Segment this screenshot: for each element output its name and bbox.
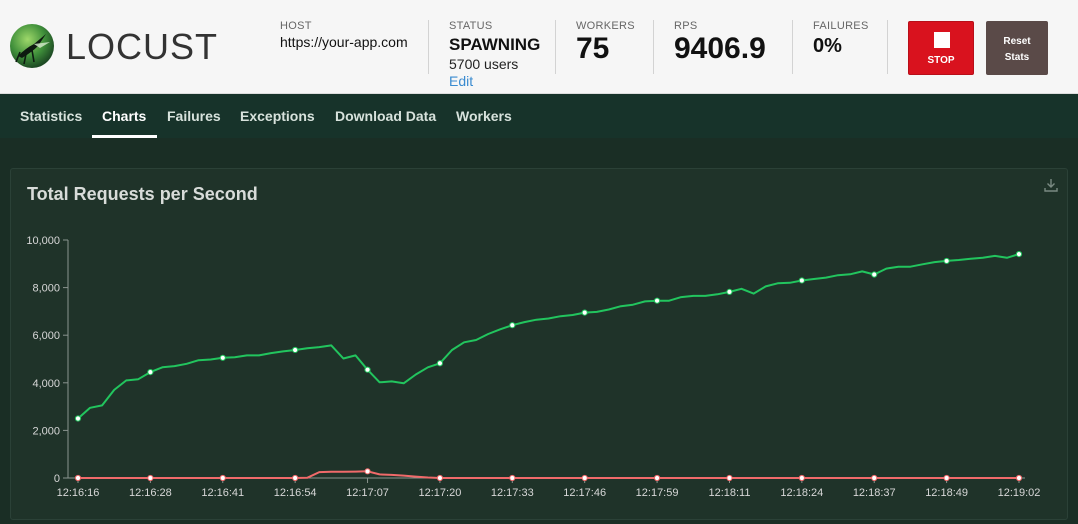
reset-label-line2: Stats: [1004, 52, 1030, 63]
header: LOCUST HOST https://your-app.com STATUS …: [0, 0, 1078, 94]
rps-data-point: [581, 309, 588, 316]
failures-data-point: [871, 474, 878, 482]
locust-logo-icon: [10, 24, 54, 68]
status-label: STATUS: [449, 20, 493, 32]
failures-data-point: [147, 474, 154, 482]
rps-label: RPS: [674, 20, 698, 32]
reset-label-line1: Reset: [1003, 36, 1031, 47]
nav-bar: Statistics Charts Failures Exceptions Do…: [0, 94, 1078, 138]
rps-data-point: [147, 368, 154, 376]
host-label: HOST: [280, 20, 312, 32]
status-stat: STATUS SPAWNING 5700 users Edit: [449, 20, 540, 89]
y-tick-label: 2,000: [32, 425, 60, 437]
y-tick-label: 0: [54, 473, 60, 485]
failures-data-point: [726, 474, 733, 482]
failures-data-point: [436, 474, 444, 482]
rps-data-point: [1015, 251, 1023, 258]
failures-data-point: [943, 474, 950, 482]
failures-data-point: [219, 474, 226, 482]
users-count: 5700 users: [449, 56, 519, 72]
rps-data-point: [74, 415, 82, 422]
stop-icon: [934, 32, 950, 48]
failures-data-point: [74, 474, 82, 482]
failures-data-point: [292, 474, 299, 482]
y-tick-label: 10,000: [26, 235, 60, 247]
failures-data-point: [653, 474, 661, 482]
x-tick-label: 12:17:59: [636, 487, 679, 499]
rps-data-point: [653, 297, 661, 304]
rps-data-point: [943, 257, 950, 265]
failures-data-point: [798, 474, 805, 482]
download-icon[interactable]: [1043, 177, 1059, 193]
host-value: https://your-app.com: [280, 34, 408, 50]
tab-charts[interactable]: Charts: [91, 94, 158, 138]
tab-statistics[interactable]: Statistics: [20, 108, 83, 124]
rps-chart: 0 2,000 4,000 6,000 8,000 10,000 12:16:16 12:16…: [26, 235, 1041, 499]
x-tick-label: 12:19:02: [998, 487, 1041, 499]
rps-series-line: [77, 253, 1020, 420]
rps-data-point: [219, 354, 226, 361]
app-name: LOCUST: [66, 26, 219, 67]
rps-data-point: [509, 322, 516, 329]
rps-data-point: [871, 271, 878, 278]
stop-label: STOP: [927, 55, 955, 66]
chart-panel: Total Requests per Second 0 2,000 4,000 6,0…: [10, 168, 1068, 520]
divider: [792, 20, 793, 74]
x-tick-label: 12:16:16: [57, 487, 100, 499]
x-tick-label: 12:16:41: [201, 487, 244, 499]
rps-data-point: [364, 366, 371, 373]
x-tick-label: 12:18:49: [925, 487, 968, 499]
chart-title: Total Requests per Second: [27, 184, 258, 204]
status-value: SPAWNING: [449, 35, 541, 54]
failures-value: 0%: [813, 35, 842, 57]
failures-data-point: [509, 474, 516, 482]
failures-stat: FAILURES 0%: [813, 20, 869, 58]
rps-data-point: [726, 288, 733, 295]
x-tick-label: 12:17:20: [419, 487, 462, 499]
host-stat: HOST https://your-app.com: [280, 20, 408, 50]
x-tick-label: 12:17:33: [491, 487, 534, 499]
x-tick-label: 12:18:11: [708, 487, 750, 499]
rps-data-point: [798, 277, 805, 284]
failures-label: FAILURES: [813, 20, 869, 32]
rps-data-point: [436, 360, 444, 367]
reset-stats-button[interactable]: Reset Stats: [986, 21, 1048, 75]
tab-failures[interactable]: Failures: [167, 108, 221, 124]
x-tick-label: 12:16:54: [274, 487, 317, 499]
tab-exceptions[interactable]: Exceptions: [240, 108, 315, 124]
y-tick-label: 4,000: [32, 378, 60, 390]
x-tick-label: 12:17:46: [563, 487, 606, 499]
rps-data-point: [292, 346, 299, 354]
edit-link[interactable]: Edit: [449, 73, 474, 89]
tab-download-data[interactable]: Download Data: [335, 108, 437, 124]
y-tick-label: 6,000: [32, 330, 60, 342]
workers-value: 75: [576, 32, 610, 65]
x-tick-label: 12:18:37: [853, 487, 896, 499]
tab-workers[interactable]: Workers: [456, 108, 512, 124]
failures-data-point: [581, 474, 588, 482]
divider: [428, 20, 429, 74]
workers-label: WORKERS: [576, 20, 635, 32]
y-tick-label: 8,000: [32, 283, 60, 295]
rps-value: 9406.9: [674, 32, 766, 65]
failures-data-point: [364, 468, 371, 475]
x-tick-label: 12:16:28: [129, 487, 172, 499]
x-tick-label: 12:18:24: [780, 487, 823, 499]
rps-stat: RPS 9406.9: [674, 20, 766, 66]
failures-series-line: [78, 470, 1019, 479]
x-tick-label: 12:17:07: [346, 487, 389, 499]
workers-stat: WORKERS 75: [576, 20, 635, 66]
failures-data-point: [1015, 474, 1023, 482]
divider: [555, 20, 556, 74]
divider: [887, 20, 888, 74]
divider: [653, 20, 654, 74]
stop-button[interactable]: STOP: [908, 21, 974, 75]
